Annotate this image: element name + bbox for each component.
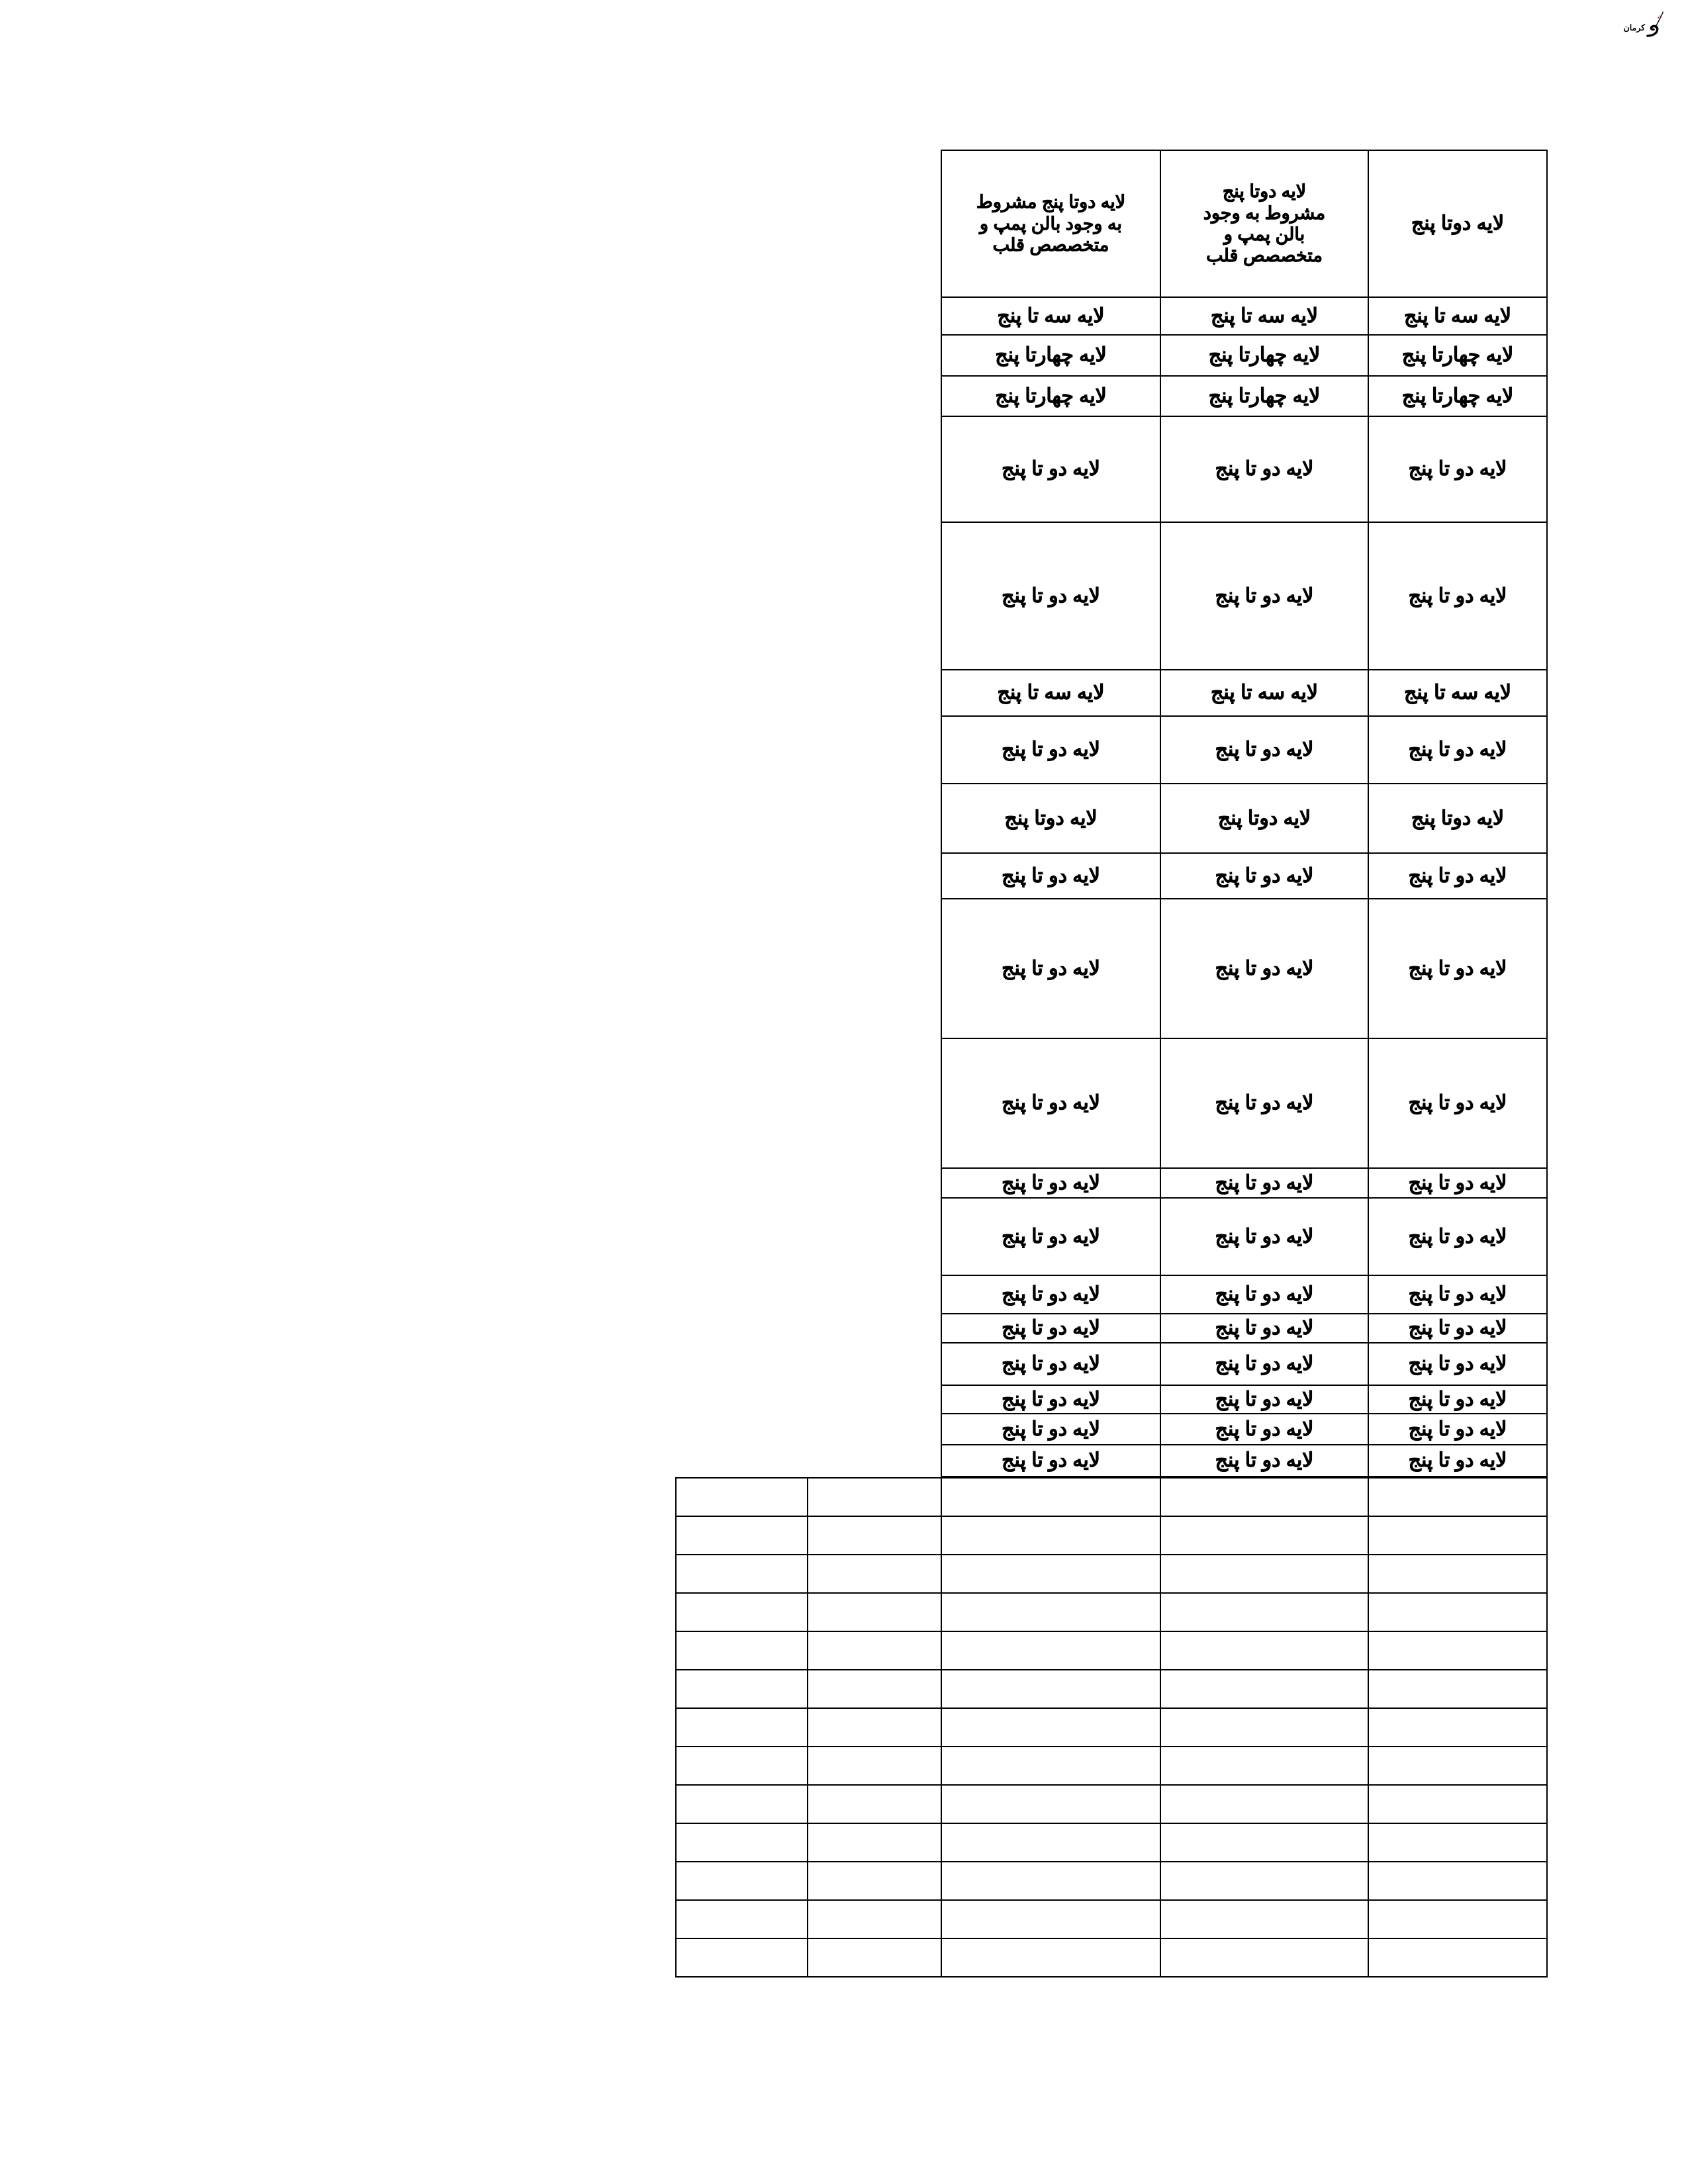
svg-text:کرمان: کرمان <box>1624 23 1646 33</box>
